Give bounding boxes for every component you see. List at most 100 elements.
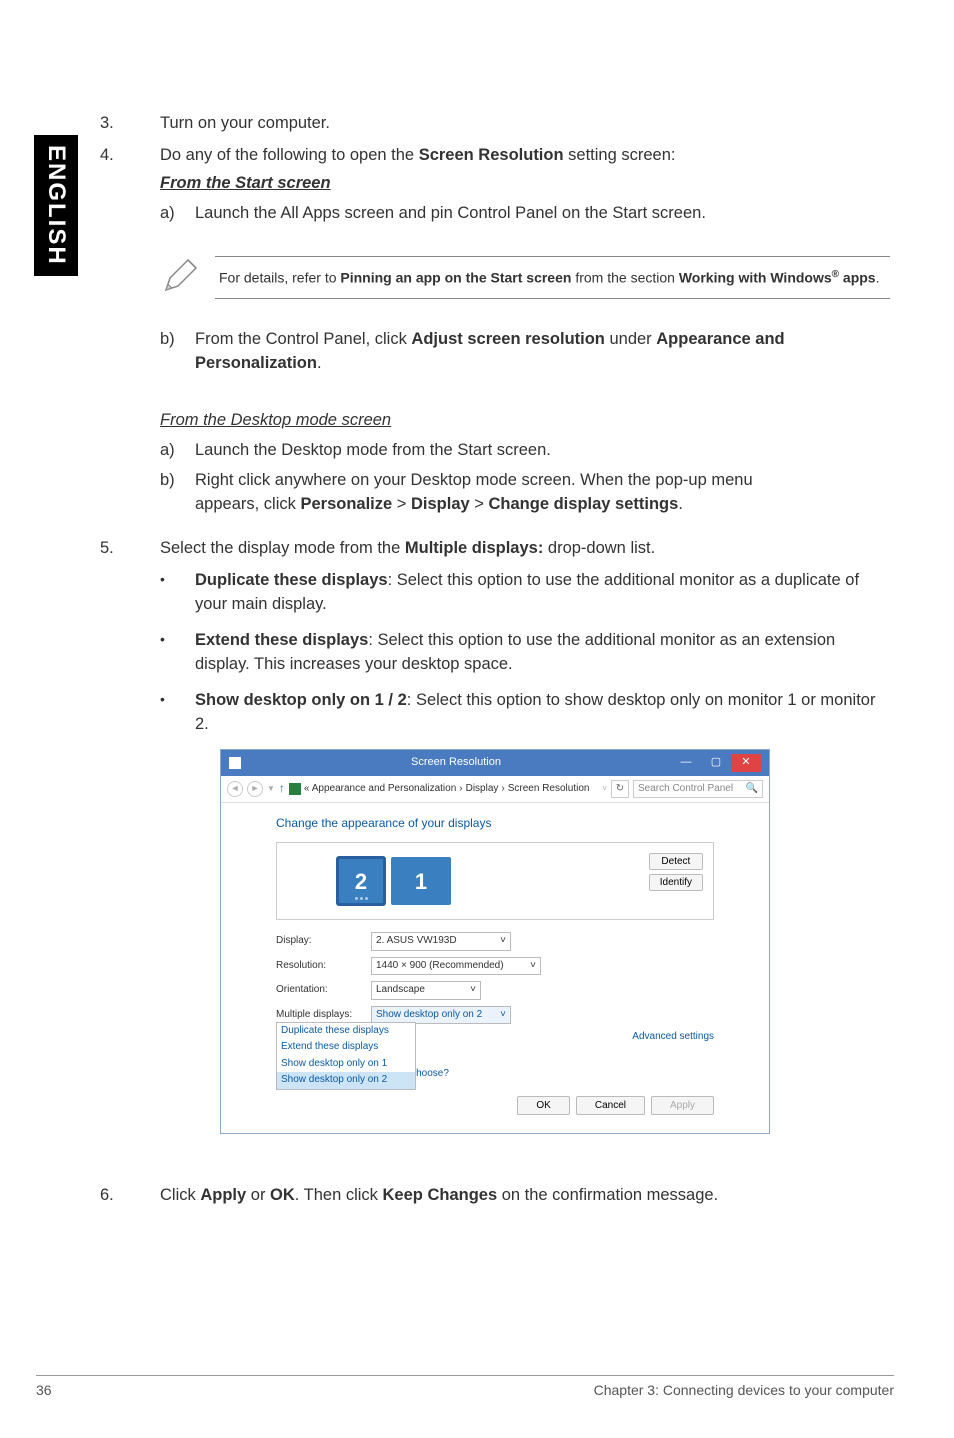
breadcrumb-item[interactable]: Screen Resolution [508, 782, 590, 797]
bold: Multiple displays: [405, 539, 543, 557]
bullet-text: Show desktop only on 1 / 2: Select this … [195, 689, 890, 737]
display-row: Display: 2. ASUS VW193D ˅ [276, 932, 714, 951]
bullet-text: Duplicate these displays: Select this op… [195, 569, 890, 617]
step-6: 6. Click Apply or OK. Then click Keep Ch… [100, 1184, 890, 1208]
page-content: 3. Turn on your computer. 4. Do any of t… [100, 112, 890, 1216]
window-buttons: — ▢ ✕ [671, 754, 761, 772]
text: Right click anywhere on your Desktop mod… [195, 471, 753, 489]
heading: Change the appearance of your displays [276, 815, 714, 832]
bullet-extend: • Extend these displays: Select this opt… [160, 629, 890, 677]
step-text: Click Apply or OK. Then click Keep Chang… [160, 1184, 890, 1208]
page-footer: 36 Chapter 3: Connecting devices to your… [36, 1375, 894, 1398]
bullet-text: Extend these displays: Select this optio… [195, 629, 890, 677]
text: . [678, 495, 683, 513]
forward-button[interactable]: ► [247, 781, 263, 797]
multiple-displays-select[interactable]: Show desktop only on 2˅ Duplicate these … [371, 1006, 511, 1025]
sub-letter: a) [160, 202, 195, 226]
up-button[interactable]: ↑ [279, 780, 285, 797]
chevron-down-icon: ˅ [500, 934, 506, 949]
sup: ® [832, 269, 839, 280]
window-title: Screen Resolution [241, 755, 671, 771]
apply-button[interactable]: Apply [651, 1096, 714, 1115]
display-select[interactable]: 2. ASUS VW193D ˅ [371, 932, 511, 951]
select-value: 1440 × 900 (Recommended) [376, 959, 504, 974]
resolution-row: Resolution: 1440 × 900 (Recommended)˅ [276, 957, 714, 976]
breadcrumb-item[interactable]: « Appearance and Personalization [304, 782, 456, 797]
dialog-buttons: OK Cancel Apply [276, 1096, 714, 1115]
window-titlebar: Screen Resolution — ▢ ✕ [221, 750, 769, 776]
app-icon [229, 757, 241, 769]
dropdown-icon[interactable]: ▼ [267, 783, 275, 795]
screen-resolution-window: Screen Resolution — ▢ ✕ ◄ ► ▼ ↑ « Appear… [220, 749, 890, 1134]
dropdown-option[interactable]: Extend these displays [277, 1039, 415, 1056]
nav-bar: ◄ ► ▼ ↑ « Appearance and Personalization… [221, 776, 769, 804]
advanced-settings-link[interactable]: Advanced settings [632, 1030, 714, 1045]
subheading: From the Start screen [160, 174, 331, 192]
step-desktop-b: b) Right click anywhere on your Desktop … [160, 469, 890, 517]
ok-button[interactable]: OK [517, 1096, 569, 1115]
step-number: 6. [100, 1184, 160, 1208]
minimize-button[interactable]: — [671, 754, 701, 772]
dropdown-list: Duplicate these displays Extend these di… [276, 1022, 416, 1090]
step-4b: b) From the Control Panel, click Adjust … [160, 328, 890, 376]
select-value: Show desktop only on 2 [376, 1008, 482, 1023]
sub-letter: b) [160, 469, 195, 517]
maximize-button[interactable]: ▢ [701, 754, 731, 772]
select-value: Landscape [376, 983, 425, 998]
dropdown-option-selected[interactable]: Show desktop only on 2 [277, 1072, 415, 1089]
subheading: From the Desktop mode screen [160, 411, 391, 429]
resolution-select[interactable]: 1440 × 900 (Recommended) ˅ [371, 957, 541, 976]
close-button[interactable]: ✕ [731, 754, 761, 772]
back-button[interactable]: ◄ [227, 781, 243, 797]
label: Display: [276, 934, 371, 949]
bold: Duplicate these displays [195, 571, 388, 589]
bold: Extend these displays [195, 631, 368, 649]
dropdown-option[interactable]: Duplicate these displays [277, 1023, 415, 1040]
search-input[interactable]: Search Control Panel 🔍 [633, 780, 763, 799]
step-body: Do any of the following to open the Scre… [160, 144, 890, 232]
breadcrumb[interactable]: « Appearance and Personalization › Displ… [289, 782, 598, 797]
refresh-button[interactable]: ↻ [611, 780, 629, 798]
text: . Then click [295, 1186, 383, 1204]
control-panel-icon [289, 783, 301, 795]
text: Select the display mode from the [160, 539, 405, 557]
step-text: Select the display mode from the Multipl… [160, 537, 890, 561]
bold: Apply [200, 1186, 246, 1204]
bold: Working with Windows [679, 269, 832, 285]
step-4b-wrap: b) From the Control Panel, click Adjust … [160, 328, 890, 518]
label: Orientation: [276, 983, 371, 998]
chapter-title: Chapter 3: Connecting devices to your co… [594, 1382, 894, 1398]
bold: Personalize [300, 495, 392, 513]
breadcrumb-sep: › [459, 782, 462, 797]
sub-text: Launch the Desktop mode from the Start s… [195, 439, 890, 463]
dropdown-icon[interactable]: ˅ [602, 783, 607, 795]
window: Screen Resolution — ▢ ✕ ◄ ► ▼ ↑ « Appear… [220, 749, 770, 1134]
text: From the Control Panel, click [195, 330, 411, 348]
step-number: 3. [100, 112, 160, 136]
detect-button[interactable]: Detect [649, 853, 703, 870]
bullet-duplicate: • Duplicate these displays: Select this … [160, 569, 890, 617]
multiple-displays-row: Multiple displays: Show desktop only on … [276, 1006, 714, 1025]
label: Multiple displays: [276, 1008, 371, 1023]
monitor-2-preview[interactable]: 2 [337, 857, 385, 905]
bold: Show desktop only on 1 / 2 [195, 691, 407, 709]
step-number: 5. [100, 537, 160, 561]
bullet-mark: • [160, 689, 195, 737]
select-value: 2. ASUS VW193D [376, 934, 457, 949]
identify-button[interactable]: Identify [649, 874, 703, 891]
note-text: For details, refer to Pinning an app on … [215, 256, 890, 300]
text: . [317, 354, 322, 372]
sub-letter: a) [160, 439, 195, 463]
cancel-button[interactable]: Cancel [576, 1096, 645, 1115]
chevron-down-icon: ˅ [530, 959, 536, 974]
text: > [470, 495, 489, 513]
monitor-1-preview[interactable]: 1 [391, 857, 451, 905]
bullet-showonly: • Show desktop only on 1 / 2: Select thi… [160, 689, 890, 737]
step-3: 3. Turn on your computer. [100, 112, 890, 136]
orientation-select[interactable]: Landscape˅ [371, 981, 481, 1000]
dropdown-option[interactable]: Show desktop only on 1 [277, 1056, 415, 1073]
sub-text: From the Control Panel, click Adjust scr… [195, 328, 890, 376]
monitor-number: 1 [415, 866, 427, 898]
breadcrumb-item[interactable]: Display [466, 782, 499, 797]
text: under [605, 330, 656, 348]
